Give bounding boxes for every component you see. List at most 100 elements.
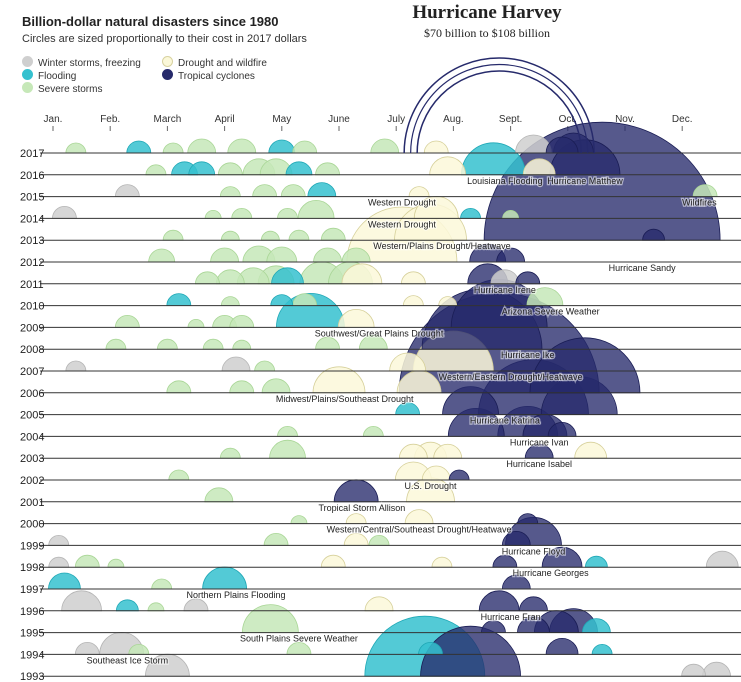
bubble-drought <box>438 296 458 306</box>
legend-item-cyclone: Tropical cyclones <box>162 69 255 82</box>
year-label: 2011 <box>20 279 44 291</box>
legend-swatch-flood <box>22 69 33 80</box>
bubble-severe <box>692 184 718 197</box>
month-label: June <box>328 114 350 125</box>
bubble-severe <box>290 515 308 524</box>
bubble-severe <box>277 426 298 437</box>
year-label: 2001 <box>20 497 44 509</box>
bubble-winter <box>65 360 87 372</box>
bubble-flood <box>591 644 613 655</box>
bubble-severe <box>260 230 280 241</box>
bubble-drought <box>522 158 556 176</box>
bubble-cyclone <box>517 616 550 633</box>
bubble-severe <box>107 558 125 568</box>
month-label: April <box>215 114 235 125</box>
year-row-1999: 1999 <box>20 517 741 552</box>
event-label: U.S. Drought <box>405 481 458 491</box>
bubble-drought <box>404 509 434 524</box>
harvey-arc <box>410 63 589 154</box>
bubble-severe <box>220 230 240 241</box>
legend-swatch-cyclone <box>162 69 173 80</box>
bubble-flood <box>188 161 216 176</box>
event-label: Western/Plains Drought/Heatwave <box>373 241 510 251</box>
month-label: May <box>272 114 291 125</box>
year-row-2010: 2010 <box>20 287 741 313</box>
bubble-severe <box>166 380 192 394</box>
bubble-winter <box>702 661 731 677</box>
bubble-severe <box>148 248 176 263</box>
bubble-severe <box>145 164 167 176</box>
legend-swatch-severe <box>22 82 33 93</box>
year-label: 2004 <box>20 431 44 443</box>
bubble-cyclone <box>519 596 548 612</box>
bubble-flood <box>460 208 481 219</box>
event-label: Louisiana Flooding <box>467 176 543 186</box>
bubble-severe <box>263 533 289 546</box>
bubble-cyclone <box>517 513 539 524</box>
bubble-severe <box>241 604 299 633</box>
year-row-1994: 1994 <box>20 632 741 661</box>
event-label: Northern Plains Flooding <box>187 590 286 600</box>
bubble-severe <box>254 360 276 372</box>
year-label: 2000 <box>20 519 44 531</box>
bubble-flood <box>268 139 296 154</box>
harvey-subtitle: $70 billion to $108 billion <box>423 26 550 40</box>
bubble-severe <box>315 336 340 350</box>
bubble-severe <box>204 210 222 219</box>
bubble-drought <box>402 295 424 306</box>
year-label: 2009 <box>20 322 44 334</box>
bubble-drought <box>433 443 463 459</box>
event-label: Western/Central/Southeast Drought/Heatwa… <box>327 525 512 535</box>
bubble-drought <box>341 263 383 285</box>
bubble-drought <box>312 366 366 394</box>
bubble-severe <box>202 338 224 350</box>
event-label: Wildfires <box>682 198 717 208</box>
bubble-flood <box>418 642 443 655</box>
event-label: Midwest/Plains/Southeast Drought <box>276 394 414 404</box>
year-row-2000: 2000 <box>20 509 741 531</box>
bubble-severe <box>526 287 564 306</box>
year-row-2009: 2009 <box>20 279 741 334</box>
bubble-severe <box>232 339 252 350</box>
legend-item-drought: Drought and wildfire <box>162 56 267 69</box>
event-label: Southwest/Great Plains Drought <box>315 328 444 338</box>
month-label: Jan. <box>44 114 63 125</box>
bubble-drought <box>400 271 426 285</box>
bubble-cyclone <box>448 469 470 481</box>
month-label: Aug. <box>443 114 464 125</box>
legend-swatch-winter <box>22 56 33 67</box>
bubble-cyclone <box>541 546 583 568</box>
bubble-severe <box>227 138 257 154</box>
month-label: March <box>154 114 182 125</box>
bubble-winter <box>114 184 140 197</box>
year-label: 2008 <box>20 344 44 356</box>
bubble-severe <box>229 380 255 394</box>
year-row-1995: 1995 <box>20 604 741 640</box>
bubble-severe <box>105 338 127 350</box>
year-rows: 1993 1994 1995 1996 1997 1998 1999 2000 2001 2002… <box>20 121 741 682</box>
chart-title: Billion-dollar natural disasters since 1… <box>22 14 279 29</box>
year-row-2016: 2016 <box>20 139 741 182</box>
month-label: Oct. <box>559 114 577 125</box>
bubble-flood <box>48 572 81 590</box>
year-label: 2014 <box>20 213 44 225</box>
bubble-winter <box>74 642 100 655</box>
year-row-2003: 2003 <box>20 439 741 465</box>
bubble-severe <box>219 186 241 197</box>
year-label: 1993 <box>20 671 44 682</box>
bubble-cyclone <box>492 554 518 568</box>
event-label: Western/Eastern Drought/Heatwave <box>439 372 583 382</box>
bubble-severe <box>288 229 310 241</box>
legend-swatch-drought <box>162 56 173 67</box>
harvey-arc <box>416 70 582 154</box>
year-label: 2002 <box>20 475 44 487</box>
event-label: Hurricane Ike <box>501 350 555 360</box>
legend-item-flood: Flooding <box>22 69 76 82</box>
year-label: 2012 <box>20 257 44 269</box>
bubble-severe <box>156 338 178 350</box>
event-label: Arizona Severe Weather <box>502 307 600 317</box>
year-label: 2015 <box>20 192 44 204</box>
event-label: Hurricane Fran <box>481 612 541 622</box>
bubble-cyclone <box>524 443 554 459</box>
